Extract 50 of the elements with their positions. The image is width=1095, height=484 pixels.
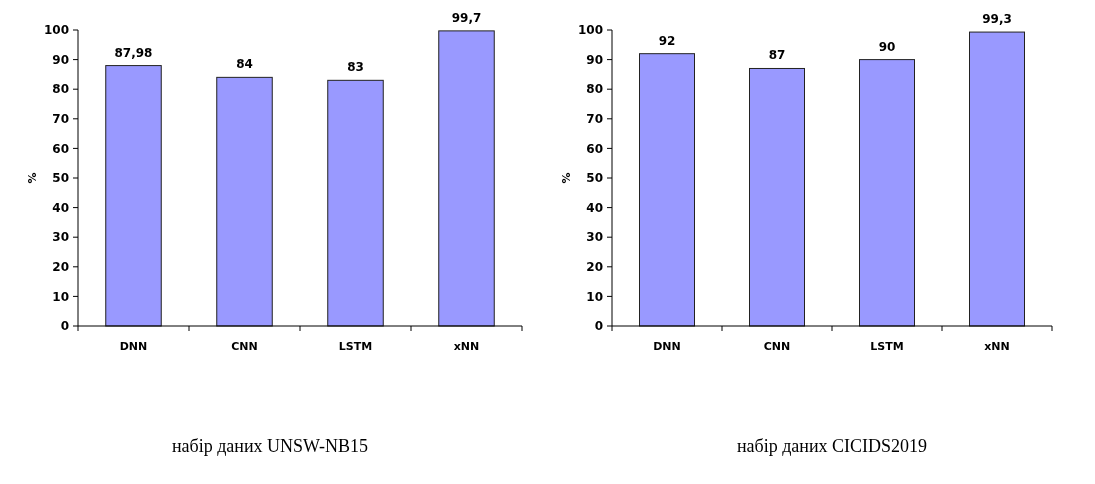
data-label: 83 xyxy=(347,60,364,75)
y-axis-title: % xyxy=(26,172,39,184)
data-label: 87,98 xyxy=(114,45,153,60)
data-label: 99,7 xyxy=(451,10,482,25)
bar xyxy=(438,30,495,327)
y-tick-label: 60 xyxy=(52,141,69,156)
x-tick-label: DNN xyxy=(119,340,148,353)
x-axis-title: набір даних UNSW-NB15 xyxy=(171,436,369,456)
y-tick-label: 10 xyxy=(52,289,69,304)
y-tick-label: 90 xyxy=(586,52,603,67)
x-tick-label: DNN xyxy=(653,340,681,353)
data-label: 87 xyxy=(768,48,786,63)
bar xyxy=(327,79,384,327)
bar xyxy=(105,65,162,327)
y-tick-label: 10 xyxy=(586,289,603,304)
y-tick-label: 0 xyxy=(594,319,603,334)
y-tick-label: 30 xyxy=(52,230,69,245)
bar xyxy=(859,59,915,327)
y-tick-label: 90 xyxy=(52,52,69,67)
y-tick-label: 100 xyxy=(43,23,69,38)
data-label: 84 xyxy=(236,57,253,72)
x-tick-label: xNN xyxy=(453,340,480,353)
y-tick-label: 70 xyxy=(52,112,69,126)
y-tick-label: 80 xyxy=(586,82,603,97)
y-tick-label: 60 xyxy=(586,141,603,156)
y-tick-label: 50 xyxy=(586,171,603,186)
y-tick-label: 40 xyxy=(586,200,603,215)
bar xyxy=(749,67,805,327)
data-label: 92 xyxy=(658,33,676,48)
x-tick-label: CNN xyxy=(231,340,258,353)
y-tick-label: 30 xyxy=(586,230,603,245)
y-tick-label: 20 xyxy=(52,260,69,274)
y-tick-label: 100 xyxy=(577,23,603,38)
y-tick-label: 70 xyxy=(586,112,603,126)
y-tick-label: 40 xyxy=(52,200,69,215)
y-tick-label: 20 xyxy=(586,260,603,274)
data-label: 90 xyxy=(878,39,896,54)
y-tick-label: 50 xyxy=(52,171,69,186)
y-tick-label: 80 xyxy=(52,82,69,97)
x-tick-label: LSTM xyxy=(870,340,904,353)
x-tick-label: xNN xyxy=(984,340,1010,353)
y-axis-title: % xyxy=(560,172,573,184)
bar xyxy=(639,53,695,327)
bar xyxy=(969,31,1025,327)
x-axis-title: набір даних CICIDS2019 xyxy=(736,436,928,456)
data-label: 99,3 xyxy=(982,12,1012,27)
x-tick-label: CNN xyxy=(763,340,791,353)
y-tick-label: 0 xyxy=(60,319,69,334)
bar xyxy=(216,76,273,327)
x-tick-label: LSTM xyxy=(338,340,373,353)
